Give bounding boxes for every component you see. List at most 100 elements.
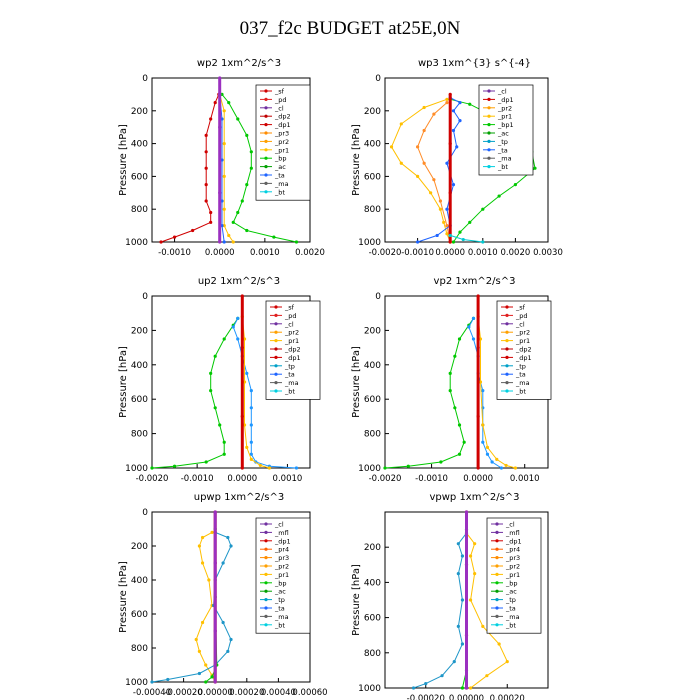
series-line bbox=[413, 532, 467, 689]
legend-entry: _pr1 bbox=[505, 571, 520, 579]
series-point bbox=[218, 125, 222, 129]
legend-marker bbox=[495, 564, 499, 568]
series-point bbox=[460, 598, 465, 602]
legend-marker bbox=[505, 355, 509, 359]
series-point bbox=[458, 119, 462, 123]
legend-marker bbox=[264, 522, 268, 526]
legend-marker bbox=[264, 89, 268, 93]
y-tick-label: 200 bbox=[364, 326, 381, 336]
series-point bbox=[249, 457, 253, 461]
series-point bbox=[200, 561, 205, 565]
series-point bbox=[222, 337, 226, 341]
series-point bbox=[236, 337, 240, 341]
legend-marker bbox=[274, 305, 278, 309]
series-point bbox=[240, 199, 244, 203]
legend-marker bbox=[487, 165, 491, 169]
series-point bbox=[476, 414, 480, 418]
series-line bbox=[468, 318, 502, 469]
x-tick-label: 0.0010 bbox=[250, 248, 280, 258]
legend-entry: _bp bbox=[505, 579, 518, 587]
series-point bbox=[460, 686, 465, 690]
series-point bbox=[445, 101, 449, 105]
y-tick-label: 400 bbox=[131, 576, 148, 586]
chart-title: wp2 1xm^2/s^3 bbox=[197, 58, 281, 69]
series-point bbox=[209, 389, 213, 393]
series-point bbox=[448, 92, 452, 96]
legend-entry: _tp bbox=[274, 596, 285, 604]
series-point bbox=[222, 142, 226, 146]
y-tick-label: 600 bbox=[131, 172, 148, 182]
series-point bbox=[204, 460, 208, 464]
y-tick-label: 200 bbox=[364, 107, 381, 117]
series-line bbox=[384, 318, 474, 469]
series-point bbox=[495, 457, 499, 461]
series-point bbox=[457, 423, 462, 427]
y-tick-label: 0 bbox=[142, 292, 148, 302]
series-point bbox=[229, 544, 233, 548]
series-point bbox=[452, 660, 456, 664]
series-point bbox=[416, 240, 420, 244]
legend-entry: _tp bbox=[497, 138, 508, 146]
y-axis-label: Pressure [hPa] bbox=[118, 124, 129, 196]
series-point bbox=[481, 389, 485, 393]
legend-marker bbox=[264, 123, 268, 127]
series-point bbox=[478, 337, 483, 341]
series-point bbox=[533, 166, 537, 170]
y-axis-label: Pressure [hPa] bbox=[351, 346, 362, 418]
x-tick-label: 0.00000 bbox=[198, 688, 233, 698]
y-tick-label: 600 bbox=[131, 610, 148, 620]
legend-entry: _dp1 bbox=[505, 537, 522, 545]
legend-marker bbox=[495, 589, 499, 593]
series-point bbox=[204, 199, 208, 203]
series-point bbox=[481, 440, 485, 444]
y-tick-label: 400 bbox=[364, 578, 381, 588]
y-tick-label: 400 bbox=[364, 140, 381, 150]
legend-marker bbox=[264, 190, 268, 194]
series-line bbox=[151, 531, 232, 683]
legend-marker bbox=[264, 606, 268, 610]
legend-marker bbox=[264, 556, 268, 560]
series-point bbox=[249, 389, 253, 393]
series-point bbox=[424, 682, 428, 686]
series-point bbox=[499, 466, 504, 470]
legend-marker bbox=[495, 614, 499, 619]
x-tick-label: -0.0020 bbox=[136, 474, 169, 484]
legend-marker bbox=[264, 581, 268, 585]
series-point bbox=[468, 220, 472, 224]
series-line bbox=[219, 94, 225, 243]
y-tick-label: 600 bbox=[364, 172, 381, 182]
legend-marker bbox=[264, 564, 268, 568]
legend-entry: _pr3 bbox=[274, 130, 289, 138]
y-tick-label: 1000 bbox=[125, 678, 148, 688]
series-point bbox=[249, 150, 253, 154]
series-point bbox=[448, 191, 452, 195]
series-point bbox=[221, 620, 225, 625]
x-tick-label: -0.0010 bbox=[415, 474, 448, 484]
series-point bbox=[249, 452, 253, 456]
series-point bbox=[191, 228, 195, 233]
series-point bbox=[222, 240, 226, 244]
series-point bbox=[245, 133, 249, 137]
y-tick-label: 200 bbox=[131, 326, 148, 336]
legend-entry: _bt bbox=[284, 388, 295, 396]
legend-entry: _mfl bbox=[274, 529, 289, 537]
series-point bbox=[456, 542, 460, 546]
legend-marker bbox=[264, 547, 268, 551]
series-point bbox=[383, 466, 387, 470]
series-point bbox=[204, 680, 208, 684]
series-line bbox=[417, 97, 461, 243]
legend-marker bbox=[274, 313, 278, 317]
x-tick-label: 0.0020 bbox=[501, 248, 531, 258]
series-point bbox=[249, 406, 253, 410]
series-point bbox=[197, 649, 201, 654]
legend-entry: _sf bbox=[515, 304, 526, 312]
series-point bbox=[451, 128, 456, 133]
y-tick-label: 800 bbox=[131, 430, 148, 440]
legend-entry: _pr3 bbox=[505, 554, 520, 562]
legend-entry: _cl bbox=[497, 88, 507, 96]
legend-entry: _ta bbox=[497, 146, 508, 154]
y-tick-label: 0 bbox=[375, 292, 381, 302]
chart-title: upwp 1xm^2/s^3 bbox=[194, 492, 284, 503]
series-line bbox=[466, 532, 508, 689]
